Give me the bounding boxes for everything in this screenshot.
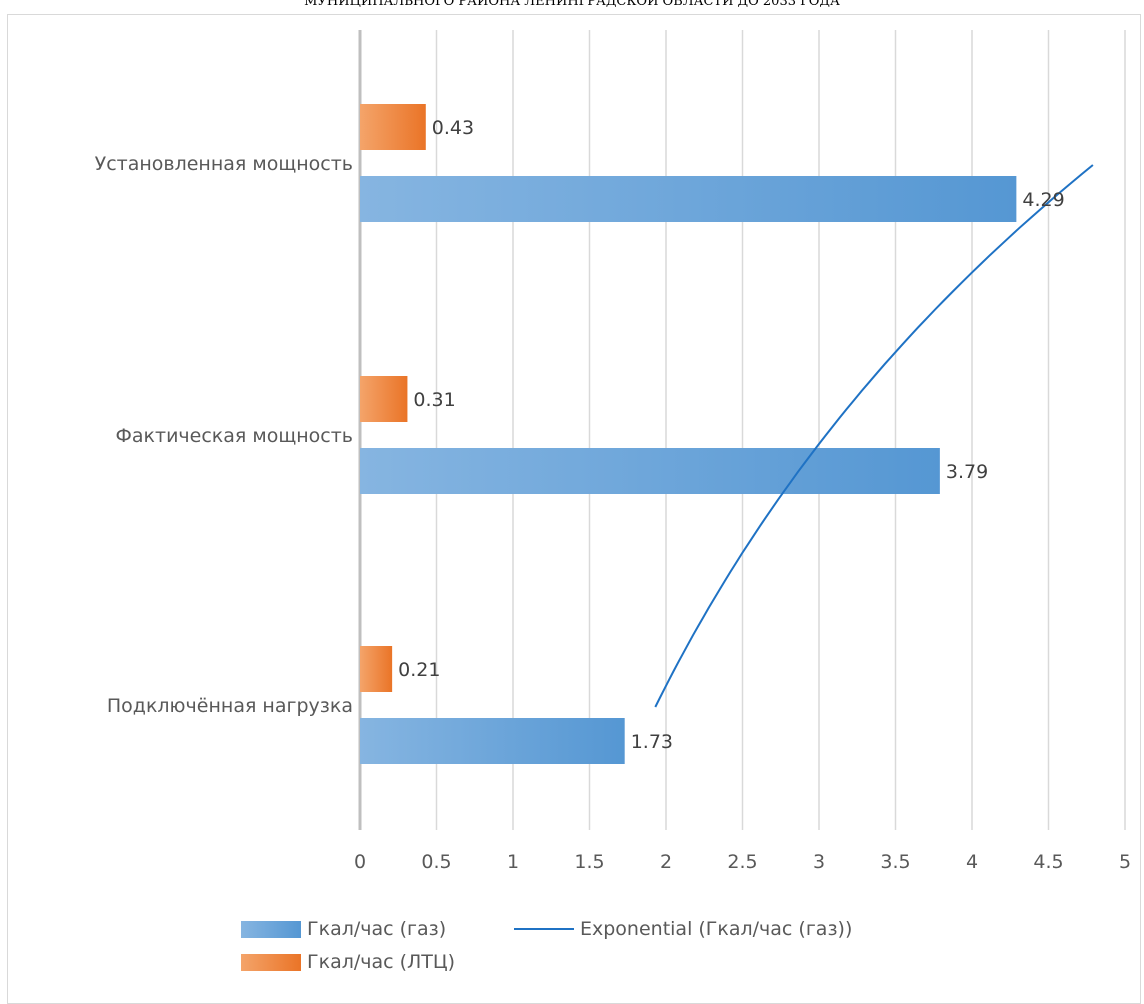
legend: Гкал/час (газ) Exponential (Гкал/час (га… xyxy=(241,918,961,988)
trendline xyxy=(654,164,1094,708)
legend-label-trend: Exponential (Гкал/час (газ)) xyxy=(580,918,853,940)
legend-item-ltc: Гкал/час (ЛТЦ) xyxy=(241,951,455,973)
data-label-ltc: 0.21 xyxy=(398,659,440,681)
category-label: Установленная мощность xyxy=(95,153,353,175)
bars xyxy=(360,104,1017,764)
gridlines xyxy=(358,30,1126,830)
data-label-ltc: 0.31 xyxy=(413,389,455,411)
page-title: МУНИЦИПАЛЬНОГО РАЙОНА ЛЕНИНГРАДСКОЙ ОБЛА… xyxy=(304,0,840,9)
data-label-gas: 1.73 xyxy=(631,731,673,753)
x-tick-label: 2 xyxy=(660,851,672,873)
legend-label-ltc: Гкал/час (ЛТЦ) xyxy=(307,951,456,973)
legend-swatch-ltc xyxy=(241,953,301,971)
trendline-exponential xyxy=(654,164,1094,708)
labels: 0 0.5 1 1.5 2 2.5 3 3.5 4 4.5 5 0.43 4.29 Установленн… xyxy=(95,117,1131,873)
x-tick-label: 1.5 xyxy=(574,851,604,873)
x-tick-label: 2.5 xyxy=(727,851,757,873)
bar-gas xyxy=(360,448,940,494)
legend-swatch-gas xyxy=(241,920,301,938)
legend-swatch-trend xyxy=(514,928,574,930)
data-label-gas: 3.79 xyxy=(946,461,988,483)
data-label-gas: 4.29 xyxy=(1022,189,1064,211)
x-tick-label: 4 xyxy=(966,851,978,873)
x-tick-label: 0 xyxy=(354,851,366,873)
x-tick-label: 0.5 xyxy=(421,851,451,873)
x-tick-label: 3 xyxy=(813,851,825,873)
bar-ltc xyxy=(360,376,408,422)
legend-item-trend: Exponential (Гкал/час (газ)) xyxy=(514,918,852,940)
legend-item-gas: Гкал/час (газ) xyxy=(241,918,446,940)
x-tick-label: 1 xyxy=(507,851,519,873)
bar-gas xyxy=(360,176,1017,222)
data-label-ltc: 0.43 xyxy=(432,117,474,139)
category-label: Подключённая нагрузка xyxy=(107,695,353,717)
x-tick-label: 3.5 xyxy=(880,851,910,873)
x-tick-label: 4.5 xyxy=(1033,851,1063,873)
bar-gas xyxy=(360,718,625,764)
bar-ltc xyxy=(360,104,426,150)
category-label: Фактическая мощность xyxy=(116,425,353,447)
legend-label-gas: Гкал/час (газ) xyxy=(307,918,447,940)
bar-ltc xyxy=(360,646,393,692)
x-tick-label: 5 xyxy=(1119,851,1131,873)
